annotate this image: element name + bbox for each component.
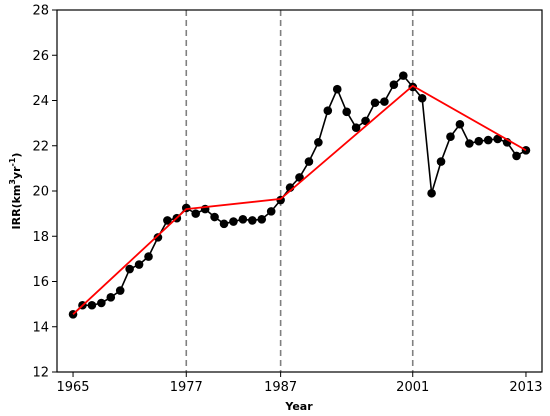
observed-point [436, 157, 446, 166]
observed-point [163, 216, 172, 225]
observed-point [474, 136, 484, 146]
observed-series [68, 71, 531, 319]
x-axis-label: Year [284, 400, 313, 413]
x-tick-label: 1987 [264, 380, 297, 395]
observed-point [332, 84, 342, 94]
y-tick-label: 18 [32, 230, 49, 245]
observed-point [323, 106, 333, 115]
y-tick-label: 24 [32, 94, 49, 109]
observed-point [351, 123, 361, 132]
observed-point [134, 260, 144, 269]
observed-point [512, 151, 521, 161]
y-tick-label: 12 [32, 366, 49, 381]
observed-point [446, 132, 455, 141]
y-axis-label-close: ) [10, 153, 23, 158]
x-axis: 1965 1977 1987 2001 2013 [56, 372, 543, 395]
y-tick-label: 16 [32, 275, 49, 290]
observed-point [191, 209, 201, 218]
observed-point [465, 139, 474, 148]
observed-point [87, 300, 97, 310]
observed-point [238, 214, 248, 224]
observed-point [304, 157, 314, 166]
observed-point [493, 134, 502, 144]
y-tick-label: 20 [32, 185, 49, 200]
observed-point [314, 138, 323, 147]
observed-point [370, 98, 380, 108]
x-tick-label: 2013 [509, 380, 542, 395]
x-tick-label: 1977 [170, 380, 203, 395]
y-axis: 12 14 16 18 20 22 24 26 28 [32, 4, 57, 381]
observed-point [380, 97, 389, 106]
y-tick-label: 26 [32, 49, 49, 64]
observed-point [342, 107, 351, 117]
observed-point [295, 173, 304, 182]
observed-point [125, 264, 134, 274]
plot-frame [56, 9, 543, 373]
observed-point [257, 214, 267, 224]
y-axis-label-sup-minus1: -1 [8, 157, 17, 166]
breakpoint-lines [185, 10, 414, 372]
y-tick-label: 28 [32, 4, 49, 19]
y-tick-label: 22 [32, 139, 49, 154]
observed-point [389, 80, 399, 89]
observed-point [115, 286, 125, 295]
y-axis-label: IRR(km3yr-1) [8, 153, 23, 230]
observed-point [398, 71, 408, 80]
observed-point [210, 212, 219, 222]
observed-point [427, 188, 436, 198]
y-tick-label: 14 [32, 320, 49, 335]
observed-point [361, 116, 370, 126]
observed-point [153, 233, 163, 242]
observed-point [248, 216, 257, 225]
observed-point [219, 219, 229, 229]
observed-point [455, 119, 465, 129]
observed-point [106, 293, 116, 302]
observed-point [229, 217, 238, 226]
y-axis-label-sup-3: 3 [8, 179, 17, 185]
y-axis-label-base: IRR(km [10, 185, 23, 230]
trend-line [72, 84, 527, 315]
observed-point [483, 135, 493, 145]
observed-point [144, 252, 153, 261]
x-tick-label: 2001 [396, 380, 429, 395]
observed-point [266, 207, 276, 216]
trend-series [72, 84, 527, 315]
observed-point [97, 298, 106, 308]
y-axis-label-unit: yr [10, 166, 23, 179]
x-tick-label: 1965 [56, 380, 89, 395]
observed-point [417, 93, 427, 103]
